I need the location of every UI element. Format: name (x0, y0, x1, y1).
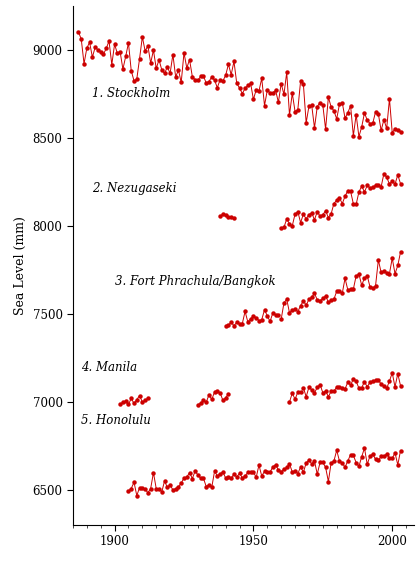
Text: 4. Manila: 4. Manila (81, 360, 137, 373)
Y-axis label: Sea Level (mm): Sea Level (mm) (14, 216, 27, 315)
Text: 5. Honolulu: 5. Honolulu (81, 414, 151, 427)
Text: 2. Nezugaseki: 2. Nezugaseki (92, 182, 177, 195)
Text: 1. Stockholm: 1. Stockholm (92, 87, 171, 100)
Text: 3. Fort Phrachula/Bangkok: 3. Fort Phrachula/Bangkok (115, 275, 275, 288)
